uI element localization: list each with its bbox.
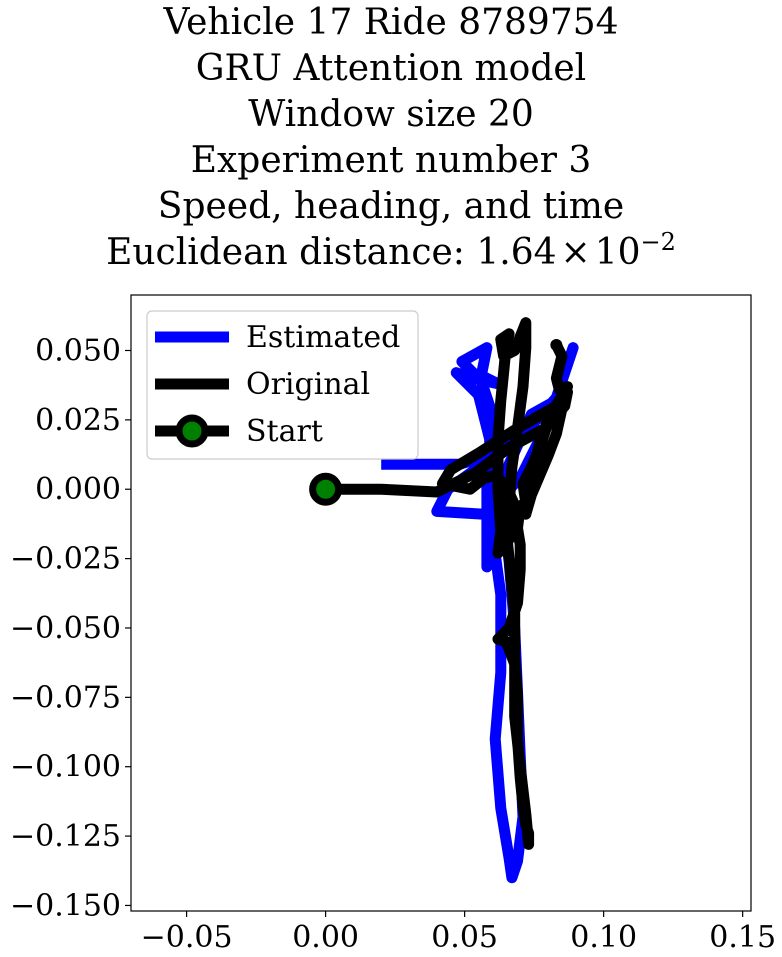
title-line-1: Vehicle 17 Ride 8789754 [163, 2, 619, 43]
chart-title: Vehicle 17 Ride 8789754 GRU Attention mo… [0, 0, 782, 276]
legend-label-original: Original [246, 367, 370, 402]
series-layer [309, 317, 579, 884]
x-tick-label: −0.05 [141, 920, 233, 955]
title-line-3: Window size 20 [248, 94, 534, 135]
legend-label-start: Start [246, 414, 323, 449]
y-tick-label: −0.050 [10, 611, 121, 646]
title-line-2: GRU Attention model [195, 48, 587, 89]
x-axis: −0.05 0.00 0.05 0.10 0.15 [141, 911, 776, 955]
title-line-5: Speed, heading, and time [157, 186, 625, 227]
x-tick-label: 0.00 [292, 920, 359, 955]
y-tick-label: −0.125 [10, 819, 121, 854]
x-tick-label: 0.15 [709, 920, 776, 955]
y-tick-label: −0.025 [10, 542, 121, 577]
y-tick-label: 0.025 [35, 403, 121, 438]
y-tick-label: −0.100 [10, 750, 121, 785]
title-line-distance: Euclidean distance: 1.64 × 10−2 [0, 230, 782, 276]
distance-exponent: −2 [640, 228, 676, 256]
y-tick-label: 0.000 [35, 472, 121, 507]
start-marker [309, 472, 343, 506]
plot-frame [130, 294, 752, 912]
legend-box [146, 310, 419, 460]
y-tick-label: 0.050 [35, 333, 121, 368]
distance-prefix: Euclidean distance: 1.64 [106, 232, 557, 273]
x-tick-label: 0.05 [431, 920, 498, 955]
original-end-point [550, 338, 563, 351]
title-line-4: Experiment number 3 [190, 140, 592, 181]
y-axis: 0.050 0.025 0.000 −0.025 −0.050 −0.075 −0.100 −… [10, 333, 131, 923]
distance-base: 10 [594, 232, 641, 273]
x-tick-label: 0.10 [570, 920, 637, 955]
y-tick-label: −0.075 [10, 680, 121, 715]
series-line-original [311, 317, 573, 850]
legend-label-estimated: Estimated [246, 320, 400, 355]
y-tick-label: −0.150 [10, 888, 121, 923]
legend-start-marker [175, 414, 209, 448]
times-sign: × [560, 232, 591, 273]
legend: Estimated Original Start [146, 310, 419, 460]
